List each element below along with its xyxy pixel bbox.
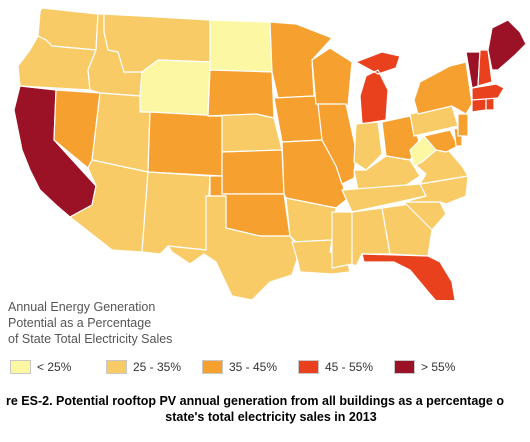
state-ma [471, 83, 505, 101]
state-il [317, 103, 357, 185]
legend-swatch [10, 360, 31, 374]
legend-label: < 25% [37, 360, 72, 374]
legend-swatch [298, 360, 319, 374]
state-wv [409, 135, 437, 167]
state-md [423, 129, 459, 153]
legend-item-lt-25: < 25% [10, 359, 71, 375]
state-tx [167, 195, 301, 300]
legend-swatch [394, 360, 415, 374]
state-wi [311, 47, 353, 107]
legend-label: 45 - 55% [325, 360, 374, 374]
state-nd [209, 19, 273, 73]
caption-line-2: state's total electricity sales in 2013 [165, 410, 377, 424]
state-nm [141, 171, 211, 255]
state-nh [477, 49, 493, 87]
state-wy [139, 59, 211, 117]
state-in [353, 121, 383, 171]
caption-line-1: re ES-2. Potential rooftop PV annual gen… [5, 394, 504, 408]
legend-label: > 55% [421, 360, 456, 374]
legend-swatch [106, 360, 127, 374]
legend-item-45-55: 45 - 55% [298, 359, 373, 375]
legend-label: 35 - 45% [229, 360, 278, 374]
legend-item-gt-55: > 55% [394, 359, 455, 375]
state-sd [207, 69, 275, 119]
figure-caption: re ES-2. Potential rooftop PV annual gen… [0, 393, 530, 425]
us-states-choropleth-map [13, 7, 527, 300]
state-mi [355, 51, 401, 125]
state-nj [457, 113, 469, 137]
legend-swatch [202, 360, 223, 374]
state-me [487, 19, 527, 71]
state-fl [361, 253, 456, 300]
state-mn [269, 21, 333, 99]
state-ny [413, 61, 473, 115]
legend-label: 25 - 35% [133, 360, 182, 374]
legend-item-35-45: 35 - 45% [202, 359, 277, 375]
state-nc [403, 175, 469, 205]
legend-title: Annual Energy Generation Potential as a … [8, 300, 173, 346]
state-ms [331, 211, 353, 269]
state-co [147, 111, 223, 177]
legend-item-25-35: 25 - 35% [106, 359, 181, 375]
state-ks [221, 149, 285, 195]
